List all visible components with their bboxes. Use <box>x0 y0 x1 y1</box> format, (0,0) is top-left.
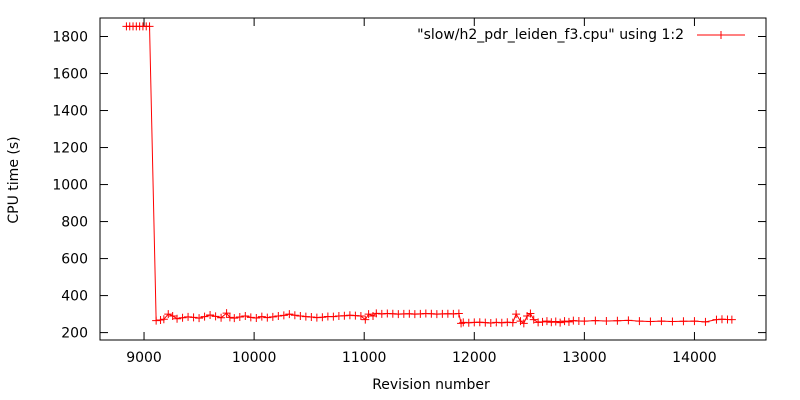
data-point-marker <box>364 310 373 319</box>
data-point-marker <box>624 316 633 325</box>
x-tick-label: 14000 <box>672 350 717 366</box>
data-point-marker <box>538 317 547 326</box>
data-point-marker <box>356 311 365 320</box>
y-axis-label: CPU time (s) <box>6 136 22 223</box>
data-point-marker <box>285 310 294 319</box>
data-point-marker <box>591 316 600 325</box>
x-axis-ticks: 9000 10000 11000 12000 13000 14000 <box>126 18 717 366</box>
data-point-marker <box>257 312 266 321</box>
data-point-marker <box>329 312 338 321</box>
data-point-marker <box>519 319 528 328</box>
y-tick-label: 1800 <box>52 30 88 46</box>
data-point-marker <box>152 316 161 325</box>
y-tick-label: 200 <box>61 326 88 342</box>
data-point-marker <box>178 313 187 322</box>
data-point-marker <box>184 312 193 321</box>
data-point-marker <box>679 317 688 326</box>
y-tick-label: 600 <box>61 252 88 268</box>
x-tick-label: 9000 <box>126 350 162 366</box>
data-point-marker <box>268 312 277 321</box>
data-point-marker <box>217 313 226 322</box>
data-point-marker <box>211 312 220 321</box>
data-point-marker <box>613 316 622 325</box>
data-point-marker <box>690 317 699 326</box>
data-point-marker <box>508 318 517 327</box>
plot-frame <box>99 17 767 341</box>
data-point-marker <box>372 309 381 318</box>
data-point-marker <box>206 311 215 320</box>
data-point-marker <box>159 315 168 324</box>
x-tick-label: 10000 <box>232 350 277 366</box>
series-layer <box>122 22 736 328</box>
data-point-marker <box>512 310 521 319</box>
data-point-marker <box>235 313 244 322</box>
data-point-marker <box>560 317 569 326</box>
data-point-marker <box>534 318 543 327</box>
data-point-marker <box>222 309 231 318</box>
data-point-marker <box>164 310 173 319</box>
data-point-marker <box>701 317 710 326</box>
data-point-marker <box>497 318 506 327</box>
data-point-marker <box>290 311 299 320</box>
y-tick-label: 800 <box>61 215 88 231</box>
y-tick-label: 1400 <box>52 104 88 120</box>
data-point-marker <box>340 311 349 320</box>
data-point-marker <box>263 313 272 322</box>
x-tick-label: 12000 <box>452 350 497 366</box>
data-point-marker <box>318 313 327 322</box>
y-tick-label: 400 <box>61 289 88 305</box>
legend-marker <box>717 31 725 39</box>
y-axis-ticks: 200 400 600 800 1000 1200 1400 1600 1800 <box>52 30 766 342</box>
data-point-marker <box>457 319 466 328</box>
data-point-marker <box>580 317 589 326</box>
data-point-marker <box>246 313 255 322</box>
x-tick-label: 11000 <box>342 350 387 366</box>
data-point-marker <box>279 311 288 320</box>
data-point-marker <box>195 314 204 323</box>
x-tick-label: 13000 <box>562 350 607 366</box>
data-point-marker <box>145 22 154 31</box>
data-point-marker <box>635 317 644 326</box>
data-point-marker <box>556 318 565 327</box>
data-point-marker <box>602 316 611 325</box>
data-point-marker <box>252 313 261 322</box>
data-point-marker <box>361 315 370 324</box>
data-point-marker <box>529 315 538 324</box>
data-point-marker <box>646 317 655 326</box>
data-point-marker <box>486 318 495 327</box>
data-point-marker <box>668 317 677 326</box>
data-point-marker <box>564 317 573 326</box>
data-point-marker <box>173 314 182 323</box>
data-point-marker <box>657 317 666 326</box>
data-point-marker <box>274 311 283 320</box>
data-point-marker <box>542 317 551 326</box>
y-tick-label: 1200 <box>52 141 88 157</box>
data-point-marker <box>547 318 556 327</box>
data-point-marker <box>168 311 177 320</box>
data-point-marker <box>189 313 198 322</box>
data-point-marker <box>296 311 305 320</box>
x-axis-label: Revision number <box>372 377 490 393</box>
series-line <box>126 25 732 325</box>
y-tick-label: 1600 <box>52 67 88 83</box>
data-point-marker <box>551 317 560 326</box>
data-point-marker <box>516 317 525 326</box>
y-tick-label: 1000 <box>52 178 88 194</box>
data-point-marker <box>307 313 316 322</box>
legend: "slow/h2_pdr_leiden_f3.cpu" using 1:2 <box>417 27 745 43</box>
data-point-marker <box>225 313 234 322</box>
data-point-marker <box>526 309 535 318</box>
data-point-marker <box>156 316 165 325</box>
data-point-marker <box>200 312 209 321</box>
data-point-marker <box>230 314 239 323</box>
legend-series-label: "slow/h2_pdr_leiden_f3.cpu" using 1:2 <box>417 27 684 43</box>
data-point-marker <box>241 311 250 320</box>
data-point-marker <box>454 309 463 318</box>
data-point-marker <box>727 315 736 324</box>
